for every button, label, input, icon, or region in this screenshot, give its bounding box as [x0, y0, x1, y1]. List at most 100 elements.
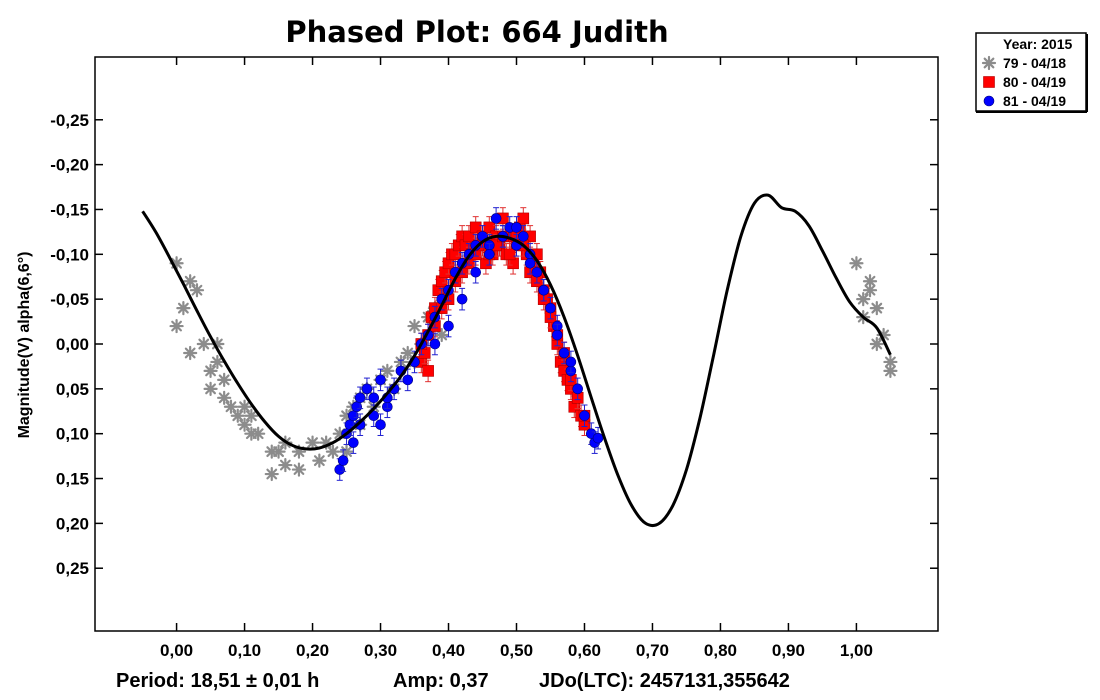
data-point-asterisk — [291, 462, 307, 477]
data-series-layer — [169, 207, 898, 482]
data-point-circle — [511, 222, 522, 233]
chart-title: Phased Plot: 664 Judith — [285, 15, 668, 49]
fit-curve-line — [141, 193, 892, 528]
data-point-circle — [592, 432, 604, 444]
series-asterisk-group — [169, 256, 898, 482]
y-tick-label: -0,25 — [50, 111, 89, 130]
data-point-square — [503, 248, 516, 261]
data-point-asterisk — [849, 256, 864, 271]
y-tick-label: -0,10 — [50, 245, 89, 264]
legend-entry-label: 80 - 04/19 — [1003, 74, 1066, 90]
data-point-circle — [443, 320, 454, 332]
x-tick-label: 0,60 — [568, 641, 601, 660]
data-point-circle — [490, 213, 502, 224]
legend-entry-label: 79 - 04/18 — [1003, 55, 1066, 71]
data-point-circle — [337, 455, 349, 466]
y-tick-label: 0,10 — [56, 425, 89, 444]
data-point-asterisk — [169, 318, 184, 334]
legend-marker-circle — [983, 95, 995, 107]
data-point-asterisk — [278, 457, 293, 473]
data-point-circle — [565, 356, 577, 368]
x-tick-label: 1,00 — [840, 641, 873, 660]
data-point-circle — [470, 240, 482, 251]
footer-period: Period: 18,51 ± 0,01 h — [116, 670, 319, 692]
y-axis-label: Magnitude(V) alpha(6,6°) — [16, 252, 33, 439]
data-point-circle — [456, 293, 468, 305]
y-tick-label: -0,05 — [50, 290, 89, 309]
data-point-asterisk — [203, 381, 218, 396]
data-point-circle — [524, 257, 536, 269]
legend: Year: 2015 79 - 04/18 80 - 04/19 81 - 04/1… — [975, 32, 1088, 113]
data-point-asterisk — [380, 363, 395, 379]
data-point-asterisk — [407, 318, 422, 334]
data-point-circle — [361, 383, 373, 395]
data-point-asterisk — [183, 345, 198, 361]
footer-info: Period: 18,51 ± 0,01 h Amp: 0,37 JDo(LTC… — [116, 670, 790, 692]
data-point-asterisk — [217, 390, 232, 405]
footer-amplitude: Amp: 0,37 — [393, 670, 489, 692]
data-point-asterisk — [312, 453, 327, 468]
data-point-asterisk — [176, 301, 191, 316]
data-point-square — [517, 212, 530, 225]
data-point-circle — [545, 302, 556, 314]
y-tick-label: 0,00 — [56, 335, 89, 354]
data-point-asterisk — [244, 408, 259, 423]
data-point-asterisk — [862, 283, 878, 298]
data-point-asterisk — [869, 336, 884, 352]
x-tick-label: 0,40 — [432, 641, 465, 660]
x-axis-ticks: 0,00 0,10 0,20 0,30 0,40 0,50 0,60 0,70 0,80 0,90… — [160, 57, 873, 660]
data-point-square — [422, 365, 434, 377]
x-tick-label: 0,00 — [160, 641, 193, 660]
footer-jdo: JDo(LTC): 2457131,355642 — [539, 670, 790, 692]
x-tick-label: 0,10 — [228, 641, 261, 660]
data-point-asterisk — [883, 363, 898, 379]
data-point-circle — [368, 392, 380, 404]
x-tick-label: 0,30 — [364, 641, 397, 660]
data-point-circle — [470, 266, 482, 278]
legend-marker-asterisk — [981, 55, 997, 71]
x-tick-label: 0,50 — [500, 641, 533, 660]
data-point-asterisk — [856, 292, 871, 307]
data-point-square — [463, 230, 475, 243]
x-tick-label: 0,90 — [772, 641, 805, 660]
data-point-asterisk — [189, 283, 205, 298]
data-point-asterisk — [237, 399, 252, 414]
data-point-asterisk — [230, 408, 245, 423]
data-point-square — [469, 221, 482, 234]
data-point-asterisk — [869, 301, 884, 316]
data-point-asterisk — [305, 435, 320, 450]
y-tick-label: -0,15 — [50, 200, 89, 219]
data-point-circle — [517, 231, 529, 242]
data-point-asterisk — [251, 426, 266, 441]
data-point-asterisk — [210, 354, 225, 370]
y-axis-ticks: -0,25 -0,20 -0,15 -0,10 -0,05 0,00 0,05 0,10 0,1… — [50, 111, 938, 578]
data-point-circle — [579, 410, 590, 422]
data-point-circle — [429, 338, 441, 350]
data-point-asterisk — [217, 372, 232, 387]
y-tick-label: 0,15 — [56, 470, 89, 489]
data-point-asterisk — [325, 444, 341, 459]
data-point-asterisk — [271, 444, 286, 459]
data-point-asterisk — [196, 336, 211, 352]
x-tick-label: 0,20 — [296, 641, 329, 660]
data-point-asterisk — [237, 417, 252, 432]
data-point-asterisk — [203, 363, 218, 379]
data-point-asterisk — [183, 274, 198, 289]
data-point-circle — [531, 266, 543, 278]
x-tick-label: 0,70 — [636, 641, 669, 660]
data-point-circle — [572, 383, 583, 395]
data-point-circle — [354, 392, 366, 404]
data-point-circle — [375, 374, 386, 386]
legend-title: Year: 2015 — [1003, 36, 1072, 52]
x-tick-label: 0,80 — [704, 641, 737, 660]
data-point-circle — [538, 284, 549, 296]
y-tick-label: 0,05 — [56, 380, 89, 399]
y-tick-label: 0,25 — [56, 559, 89, 578]
data-point-circle — [402, 374, 414, 386]
data-point-asterisk — [223, 399, 239, 414]
data-point-circle — [348, 437, 359, 448]
data-point-asterisk — [862, 274, 878, 289]
data-point-circle — [484, 249, 495, 260]
data-point-asterisk — [264, 466, 279, 482]
